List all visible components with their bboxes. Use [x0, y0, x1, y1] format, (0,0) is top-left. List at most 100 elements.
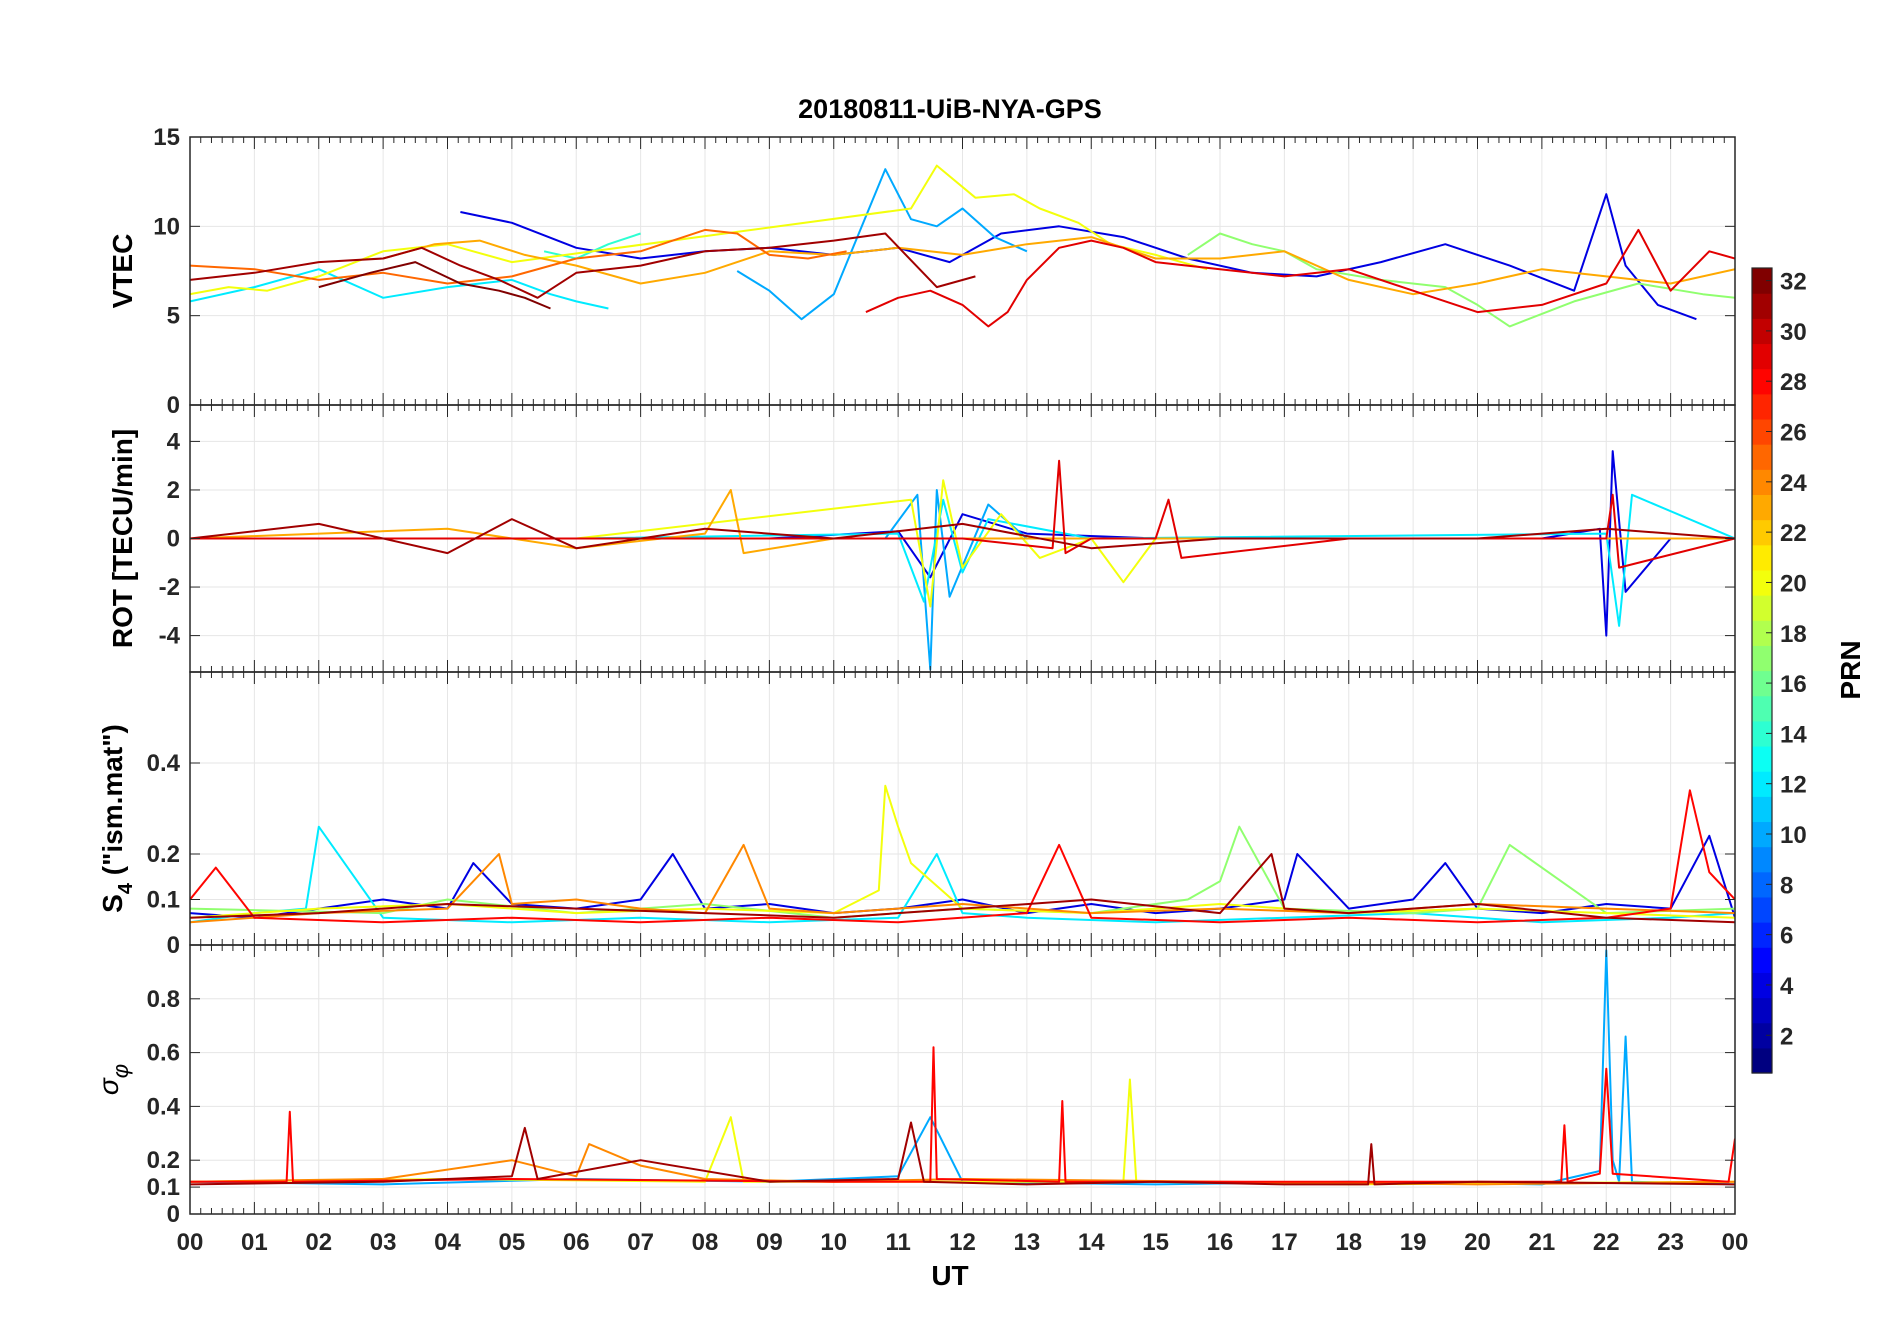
colorbar-segment — [1752, 997, 1772, 1024]
colorbar-segment — [1752, 796, 1772, 823]
x-tick-label: 13 — [1014, 1229, 1041, 1256]
y-tick-label: 0 — [167, 526, 180, 553]
x-tick-label: 00 — [177, 1229, 204, 1256]
colorbar-tick-label: 12 — [1780, 772, 1807, 799]
colorbar-tick-label: 26 — [1780, 420, 1807, 447]
x-tick-label: 23 — [1657, 1229, 1684, 1256]
x-tick-label: 15 — [1142, 1229, 1169, 1256]
y-tick-label: 0.1 — [147, 1174, 180, 1201]
colorbar-tick-label: 2 — [1780, 1023, 1793, 1050]
colorbar-segment — [1752, 569, 1772, 596]
colorbar-segment — [1752, 444, 1772, 470]
x-tick-label: 07 — [627, 1229, 654, 1256]
y-tick-label: 0 — [167, 392, 180, 419]
colorbar-tick-label: 28 — [1780, 369, 1807, 396]
x-tick-label: 12 — [949, 1229, 976, 1256]
y-tick-label: 5 — [167, 303, 180, 330]
x-tick-label: 21 — [1529, 1229, 1556, 1256]
x-axis-label: UT — [931, 1260, 968, 1291]
colorbar-segment — [1752, 645, 1772, 672]
colorbar-tick-label: 8 — [1780, 872, 1793, 899]
colorbar-tick-label: 24 — [1780, 470, 1807, 497]
colorbar-tick-label: 30 — [1780, 319, 1807, 346]
x-tick-label: 02 — [305, 1229, 332, 1256]
series-line-prn-31 — [190, 232, 976, 299]
series-line-prn-12 — [190, 268, 609, 310]
x-tick-label: 22 — [1593, 1229, 1620, 1256]
series-group — [190, 450, 1735, 671]
y-tick-label: 0.4 — [147, 750, 181, 777]
y-axis-label: VTEC — [107, 234, 138, 309]
panel-s4: 0 0.1 0.2 0.4 S4 ("ism.mat") — [97, 671, 1736, 959]
series-line-prn-17 — [190, 825, 1735, 919]
colorbar-segment — [1752, 293, 1772, 319]
series-line-prn-17 — [1187, 232, 1735, 328]
panel-rot: -4 -2 0 2 4 ROT [TECU/min] — [107, 404, 1736, 673]
x-tick-label: 00 — [1722, 1229, 1749, 1256]
series-line-prn-32 — [318, 261, 551, 310]
x-tick-label: 14 — [1078, 1229, 1105, 1256]
series-line-prn-12 — [190, 493, 1735, 627]
colorbar-tick-label: 16 — [1780, 671, 1807, 698]
y-axis-label: S4 ("ism.mat") — [97, 724, 137, 913]
colorbar-segment — [1752, 343, 1772, 370]
colorbar-segment — [1752, 318, 1772, 345]
colorbar-segment — [1752, 821, 1772, 848]
y-tick-label: 0 — [167, 1201, 180, 1228]
colorbar-tick-label: 18 — [1780, 621, 1807, 648]
figure-title: 20180811-UiB-NYA-GPS — [798, 94, 1102, 124]
colorbar-tick-label: 14 — [1780, 721, 1807, 748]
colorbar-segment — [1752, 1022, 1772, 1049]
series-group — [190, 949, 1735, 1186]
colorbar-segment — [1752, 620, 1772, 646]
colorbar-segment — [1752, 368, 1772, 395]
x-tick-label: 11 — [885, 1229, 910, 1256]
x-tick-label: 17 — [1271, 1229, 1298, 1256]
y-tick-label: 0 — [167, 932, 180, 959]
series-line-prn-29 — [865, 228, 1735, 328]
y-tick-label: 2 — [167, 477, 180, 504]
colorbar-segment — [1752, 268, 1772, 294]
x-tick-label: 20 — [1464, 1229, 1491, 1256]
y-tick-label: 0.1 — [147, 887, 180, 914]
y-tick-label: -2 — [159, 574, 180, 601]
x-tick-label: 16 — [1207, 1229, 1234, 1256]
y-tick-label: 4 — [167, 428, 181, 455]
x-tick-label: 19 — [1400, 1229, 1427, 1256]
panel-vtec: 0 5 10 15 VTEC — [107, 124, 1736, 419]
y-tick-label: -4 — [159, 623, 181, 650]
colorbar-segment — [1752, 595, 1772, 621]
x-tick-label: 04 — [434, 1229, 461, 1256]
colorbar-segment — [1752, 393, 1772, 420]
x-tick-label: 06 — [563, 1229, 590, 1256]
x-tick-label: 01 — [241, 1229, 268, 1256]
colorbar-tick-label: 20 — [1780, 570, 1807, 597]
colorbar-frame — [1751, 267, 1773, 1074]
y-axis-label: σφ — [93, 1064, 133, 1095]
colorbar-segment — [1752, 972, 1772, 999]
series-line-prn-28 — [190, 789, 1735, 924]
colorbar-segment — [1752, 720, 1772, 747]
colorbar-tick-label: 4 — [1780, 973, 1794, 1000]
y-axis-label: ROT [TECU/min] — [107, 429, 138, 648]
colorbar-label: PRN — [1835, 640, 1866, 699]
series-line-prn-31 — [190, 853, 1735, 924]
series-line-prn-28 — [190, 1046, 1735, 1183]
series-line-prn-20 — [190, 164, 1208, 296]
colorbar-segment — [1752, 896, 1772, 923]
colorbar-segment — [1752, 695, 1772, 722]
colorbar-segment — [1752, 670, 1772, 697]
y-tick-label: 0.2 — [147, 1147, 180, 1174]
colorbar-segment — [1752, 494, 1772, 521]
y-tick-label: 0.2 — [147, 841, 180, 868]
series-line-prn-12 — [190, 825, 1735, 924]
y-tick-label: 10 — [153, 213, 180, 240]
colorbar-segment — [1752, 745, 1772, 772]
colorbar-segment — [1752, 846, 1772, 873]
x-tick-label: 09 — [756, 1229, 783, 1256]
colorbar-segment — [1752, 947, 1772, 973]
series-group — [190, 784, 1735, 924]
series-line-prn-20 — [190, 784, 1735, 919]
